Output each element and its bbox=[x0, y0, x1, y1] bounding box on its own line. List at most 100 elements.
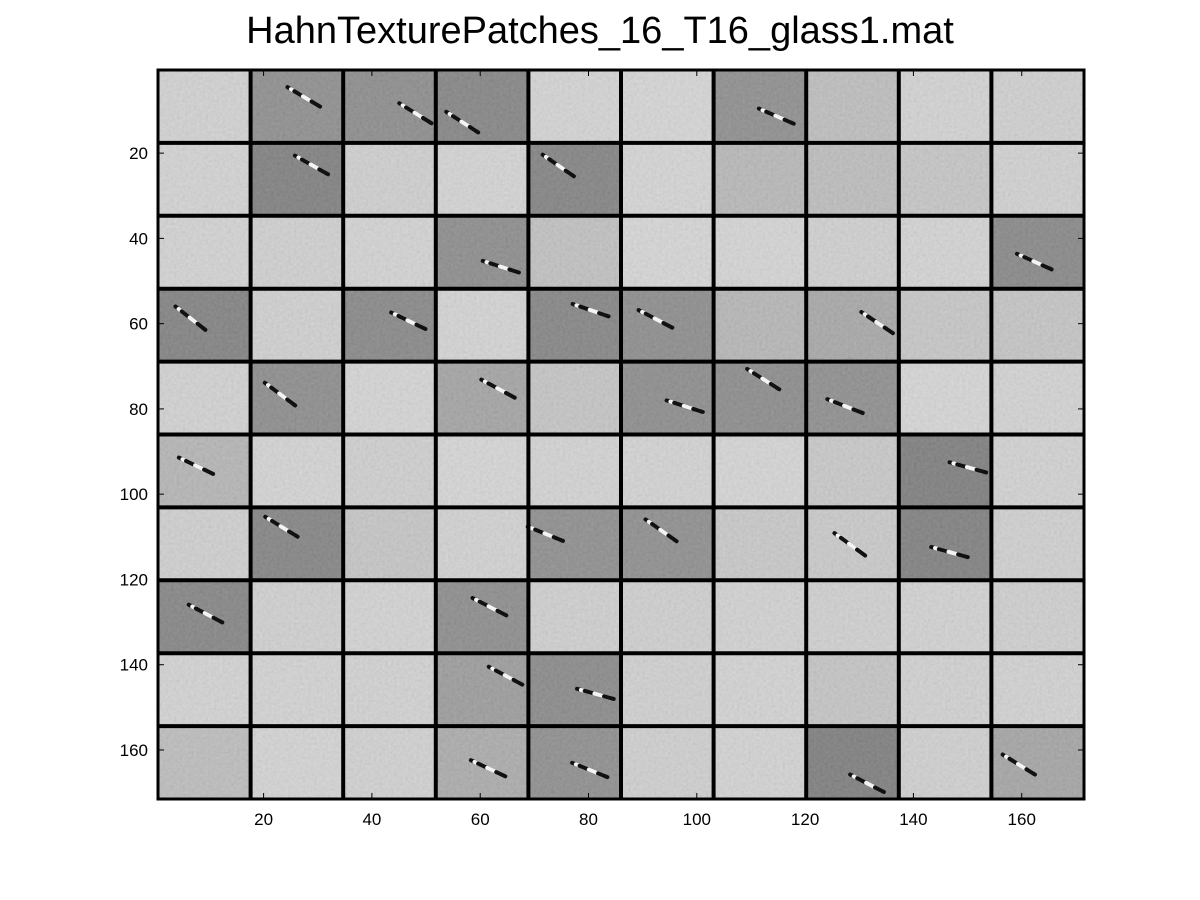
texture-patch bbox=[250, 726, 344, 799]
texture-patch bbox=[250, 288, 344, 362]
texture-patch bbox=[621, 361, 714, 435]
texture-patch bbox=[621, 580, 714, 654]
texture-patch bbox=[713, 288, 807, 362]
y-tick-label: 40 bbox=[129, 229, 148, 248]
texture-patch bbox=[435, 142, 529, 216]
texture-patch bbox=[525, 507, 621, 581]
texture-patch bbox=[528, 653, 621, 727]
texture-patch bbox=[806, 215, 899, 289]
texture-patch bbox=[435, 580, 529, 654]
texture-patch bbox=[991, 580, 1084, 654]
texture-patch bbox=[528, 288, 621, 362]
y-tick-label: 20 bbox=[129, 144, 148, 163]
texture-patch bbox=[898, 434, 992, 508]
texture-patch bbox=[343, 288, 436, 362]
texture-patch bbox=[250, 434, 344, 508]
texture-patch bbox=[991, 726, 1084, 799]
texture-patch bbox=[621, 142, 714, 216]
x-tick-label: 80 bbox=[579, 810, 598, 829]
texture-patch bbox=[991, 288, 1084, 362]
x-tick-label: 120 bbox=[791, 810, 819, 829]
texture-patch bbox=[806, 653, 899, 727]
texture-patch bbox=[713, 215, 807, 289]
texture-patch bbox=[621, 70, 714, 143]
texture-patch bbox=[343, 507, 436, 581]
texture-patch bbox=[158, 653, 251, 727]
texture-patch bbox=[528, 434, 621, 508]
texture-patch bbox=[713, 434, 807, 508]
texture-patch bbox=[713, 726, 807, 799]
texture-patch bbox=[435, 434, 529, 508]
image-area bbox=[158, 70, 1084, 799]
texture-patch bbox=[991, 70, 1084, 143]
patch-gridlines bbox=[158, 70, 1084, 799]
y-tick-label: 120 bbox=[120, 570, 148, 589]
texture-patch bbox=[435, 507, 529, 581]
texture-patch bbox=[343, 726, 436, 799]
figure-title: HahnTexturePatches_16_T16_glass1.mat bbox=[246, 10, 954, 52]
texture-patch bbox=[158, 434, 251, 508]
texture-patch bbox=[528, 361, 621, 435]
x-tick-label: 60 bbox=[471, 810, 490, 829]
texture-patch bbox=[713, 361, 807, 435]
texture-patch bbox=[250, 507, 344, 581]
texture-patch bbox=[528, 580, 621, 654]
texture-patch bbox=[158, 361, 251, 435]
y-tick-label: 140 bbox=[120, 656, 148, 675]
texture-patch bbox=[158, 215, 251, 289]
texture-patch bbox=[898, 142, 992, 216]
texture-patch bbox=[898, 653, 992, 727]
texture-patch bbox=[343, 361, 436, 435]
texture-patch bbox=[621, 215, 714, 289]
texture-patch bbox=[991, 434, 1084, 508]
texture-patch bbox=[898, 70, 992, 143]
texture-patch bbox=[435, 361, 529, 435]
texture-patch bbox=[158, 726, 251, 799]
texture-patch bbox=[343, 434, 436, 508]
texture-patch bbox=[158, 507, 251, 581]
texture-patch bbox=[250, 215, 344, 289]
texture-patch bbox=[898, 726, 992, 799]
texture-patch bbox=[250, 361, 344, 435]
texture-patch bbox=[343, 142, 436, 216]
texture-patch bbox=[528, 70, 621, 143]
texture-patch bbox=[621, 653, 714, 727]
texture-patch bbox=[528, 726, 621, 799]
texture-patch bbox=[158, 70, 251, 143]
texture-patch bbox=[250, 653, 344, 727]
texture-patch bbox=[991, 361, 1084, 435]
texture-patch bbox=[806, 726, 899, 799]
texture-patch bbox=[806, 142, 899, 216]
texture-patch bbox=[435, 288, 529, 362]
texture-patch bbox=[343, 215, 436, 289]
texture-patch bbox=[713, 580, 807, 654]
texture-patch bbox=[713, 653, 807, 727]
x-tick-label: 160 bbox=[1008, 810, 1036, 829]
texture-patch bbox=[621, 434, 714, 508]
texture-patch bbox=[343, 70, 436, 143]
texture-patch bbox=[806, 361, 899, 435]
texture-patch bbox=[621, 507, 714, 581]
texture-patch bbox=[435, 70, 529, 143]
texture-patch bbox=[250, 70, 344, 143]
texture-patch bbox=[713, 142, 807, 216]
texture-patch bbox=[435, 215, 529, 289]
x-tick-label: 100 bbox=[683, 810, 711, 829]
texture-patch bbox=[806, 434, 899, 508]
texture-patch bbox=[158, 288, 251, 362]
texture-patch bbox=[991, 507, 1084, 581]
texture-patch bbox=[158, 142, 251, 216]
x-tick-label: 140 bbox=[899, 810, 927, 829]
texture-patch bbox=[991, 653, 1084, 727]
texture-patch bbox=[806, 288, 899, 362]
texture-patch bbox=[713, 507, 807, 581]
texture-patch bbox=[435, 726, 529, 799]
texture-patch bbox=[898, 288, 992, 362]
texture-patch bbox=[806, 507, 899, 581]
texture-patch bbox=[621, 288, 714, 362]
texture-patch bbox=[435, 653, 529, 727]
y-tick-label: 80 bbox=[129, 400, 148, 419]
texture-patch bbox=[898, 507, 992, 581]
texture-patch bbox=[898, 580, 992, 654]
